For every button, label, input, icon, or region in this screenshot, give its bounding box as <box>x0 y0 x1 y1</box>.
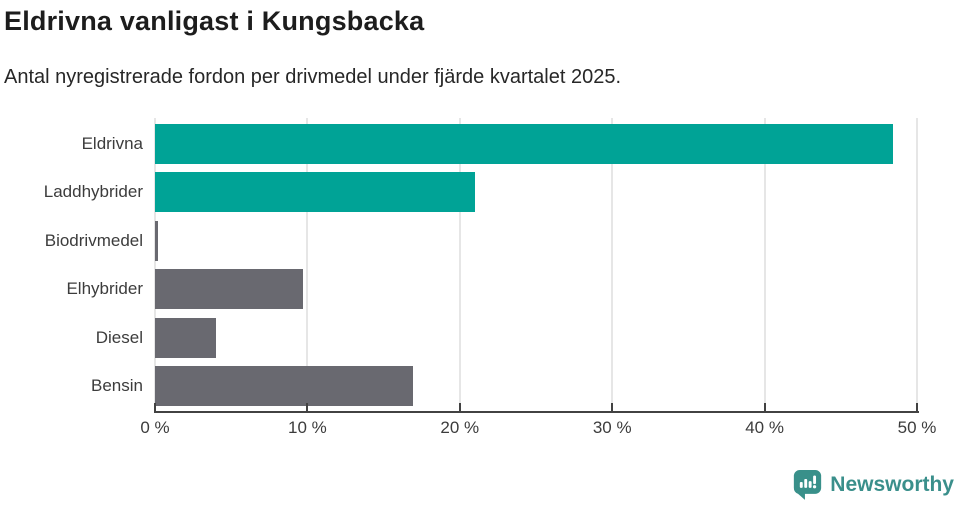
category-label: Bensin <box>91 376 143 395</box>
chart-subtitle: Antal nyregistrerade fordon per drivmede… <box>4 66 622 88</box>
x-tick-label: 20 % <box>440 418 480 437</box>
gridline <box>916 118 918 411</box>
category-label: Elhybrider <box>66 279 143 299</box>
chart-title: Eldrivna vanligast i Kungsbacka <box>4 6 425 36</box>
newsworthy-logo-icon <box>794 470 822 500</box>
category-label: Biodrivmedel <box>44 230 143 250</box>
x-tick-label: 30 % <box>592 418 632 437</box>
x-tick <box>916 403 918 411</box>
x-tick-label: 50 % <box>897 418 937 437</box>
gridline <box>306 118 309 411</box>
gridline <box>458 118 461 411</box>
gridline <box>611 118 614 411</box>
x-axis-line <box>154 411 919 413</box>
category-label: Diesel <box>95 327 143 347</box>
brand-footer-link[interactable]: Newsworthy <box>793 469 954 500</box>
category-label: Laddhybrider <box>43 182 143 202</box>
bar <box>155 366 413 406</box>
bar <box>155 172 476 213</box>
gridline <box>763 118 766 411</box>
x-tick <box>458 403 461 411</box>
bar <box>155 220 159 261</box>
bar <box>155 269 303 310</box>
x-tick <box>763 403 766 411</box>
x-tick <box>611 403 614 411</box>
brand-name: Newsworthy <box>830 472 954 496</box>
x-tick-label: 10 % <box>288 418 327 437</box>
gridline <box>154 118 156 411</box>
bar <box>155 124 893 164</box>
bar <box>155 317 216 358</box>
x-tick <box>154 403 156 411</box>
x-tick <box>306 403 309 411</box>
x-tick-label: 0 % <box>140 418 170 437</box>
x-tick-label: 40 % <box>745 418 784 437</box>
category-label: Eldrivna <box>81 134 143 153</box>
